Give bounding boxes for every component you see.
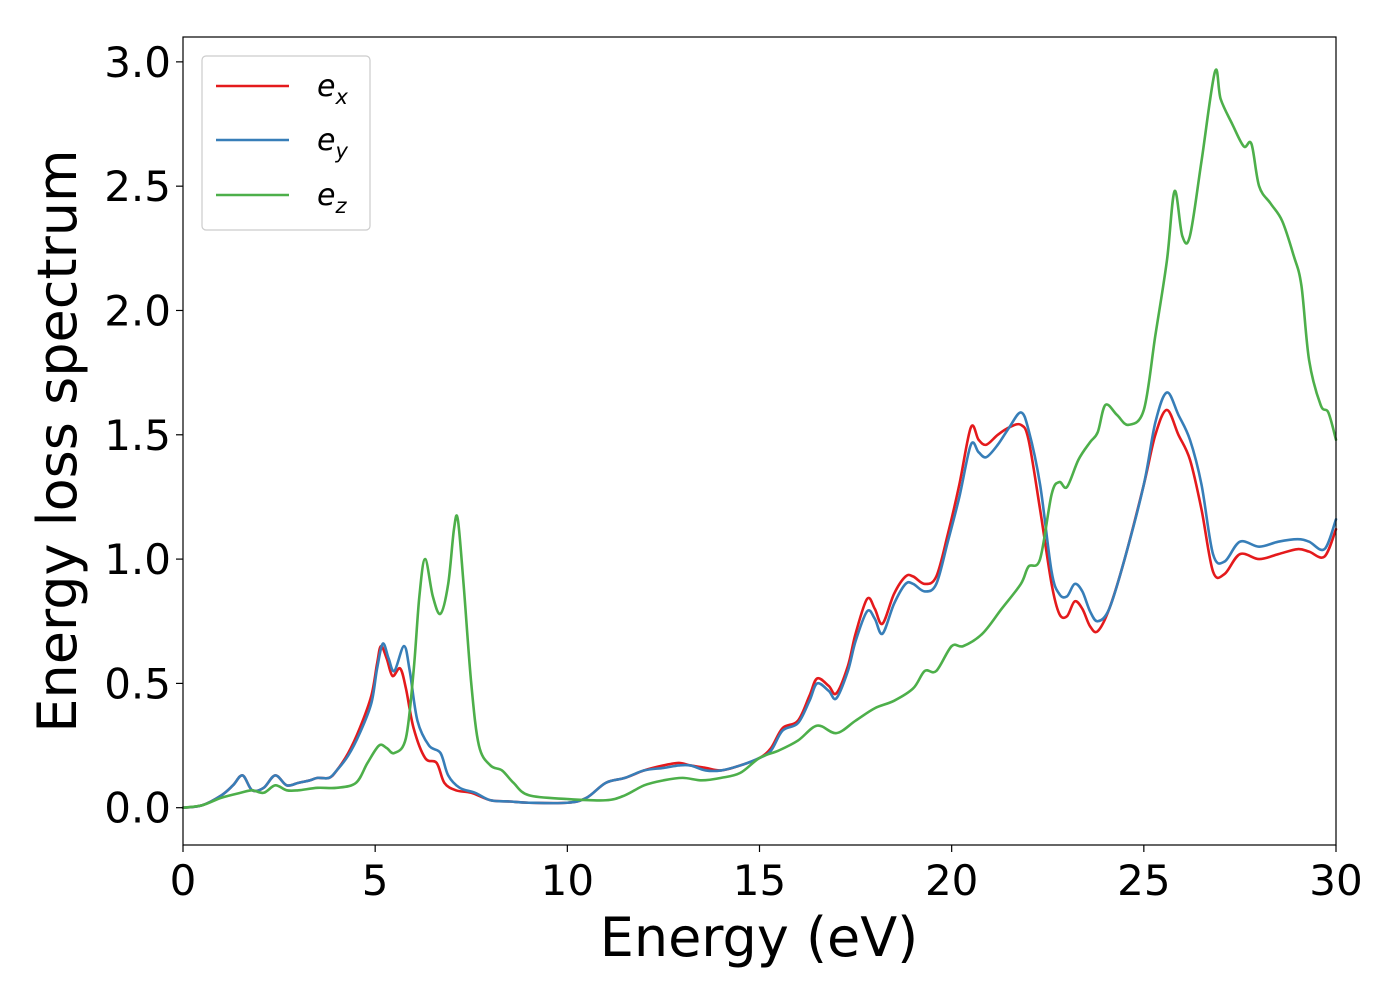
series-line-ey	[181, 391, 1338, 810]
y-tick-label: 2.0	[104, 286, 171, 335]
y-tick-label: 3.0	[104, 38, 171, 87]
y-tick-label: 2.5	[104, 162, 171, 211]
y-tick-label: 0.5	[104, 659, 171, 708]
legend-label-ez: ez	[317, 178, 347, 218]
x-tick-label: 20	[925, 856, 978, 905]
legend-items: ex ey ez	[216, 69, 348, 218]
x-axis-title: Energy (eV)	[600, 906, 919, 969]
y-tick-label: 0.0	[104, 784, 171, 833]
y-tick-label: 1.5	[104, 411, 171, 460]
legend-label-ey: ey	[317, 123, 348, 163]
series-line-ez	[181, 68, 1338, 810]
x-tick-label: 25	[1117, 856, 1170, 905]
x-tick-label: 5	[362, 856, 389, 905]
legend-box	[201, 55, 371, 231]
series-layer	[181, 68, 1338, 810]
x-tick-label: 15	[733, 856, 786, 905]
legend-label-ex: ex	[317, 69, 348, 109]
x-tick-label: 30	[1309, 856, 1362, 905]
series-line-ex	[181, 408, 1338, 810]
y-tick-label: 1.0	[104, 535, 171, 584]
ticks-layer: 0 5 10 15 20 25 30 0.0 0.5 1.0 1.5 2.0 2.5 3.0	[104, 38, 1363, 905]
x-tick-label: 10	[541, 856, 594, 905]
legend: ex ey ez	[201, 55, 371, 231]
y-axis-title: Energy loss spectrum	[26, 149, 89, 732]
x-tick-label: 0	[170, 856, 197, 905]
